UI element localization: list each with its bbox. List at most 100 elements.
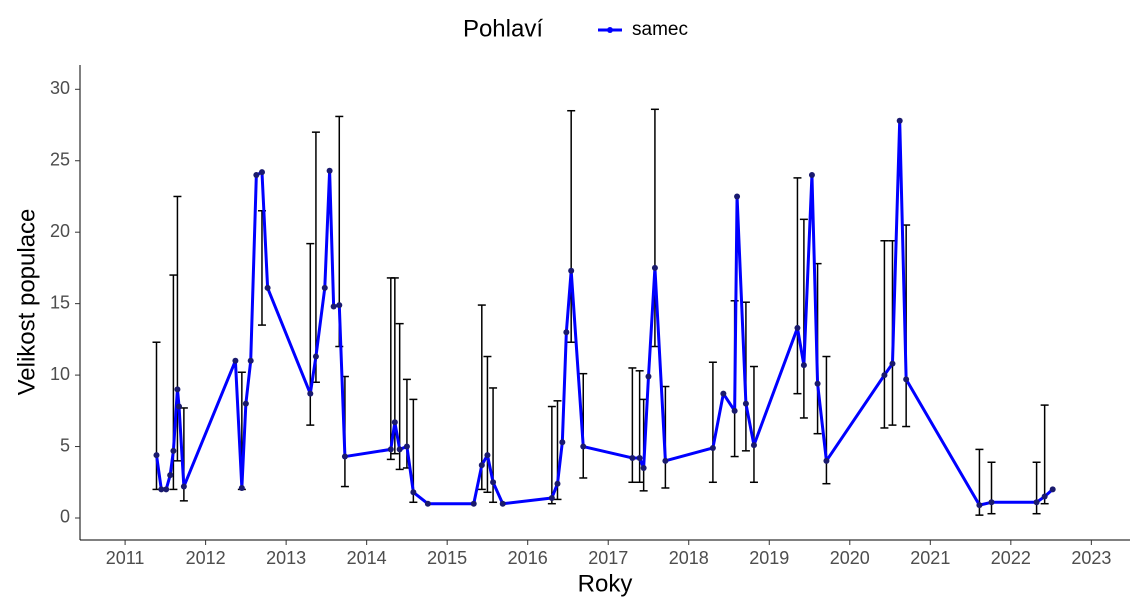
point [158, 486, 165, 493]
point [889, 360, 896, 367]
point [490, 479, 497, 486]
y-tick-label: 25 [50, 149, 70, 169]
point [470, 500, 477, 507]
point [264, 284, 271, 291]
error-bar [987, 461, 996, 515]
point [163, 486, 170, 493]
error-bar [483, 355, 492, 494]
point [1033, 499, 1040, 506]
error-bar [793, 177, 802, 395]
series-line [155, 119, 1054, 507]
point [326, 167, 333, 174]
point [734, 193, 741, 200]
point [750, 442, 757, 449]
point [478, 462, 485, 469]
error-bar [799, 218, 808, 419]
point [396, 446, 403, 453]
x-tick-label: 2012 [186, 548, 226, 568]
x-tick-label: 2018 [669, 548, 709, 568]
error-bar [1032, 461, 1041, 515]
point [662, 457, 669, 464]
error-bar [477, 304, 486, 491]
point [976, 502, 983, 509]
point [823, 457, 830, 464]
point [242, 400, 249, 407]
point [174, 386, 181, 393]
point [559, 439, 566, 446]
point [247, 357, 254, 364]
point [180, 483, 187, 490]
point [258, 169, 265, 176]
y-tick-label: 0 [60, 507, 70, 527]
error-bar [173, 195, 182, 462]
point [321, 284, 328, 291]
x-tick-label: 2022 [991, 548, 1031, 568]
point [499, 500, 506, 507]
point [387, 446, 394, 453]
legend-title: Pohlaví [463, 15, 543, 42]
point [651, 264, 658, 271]
point [731, 407, 738, 414]
y-axis-title: Velikost populace [13, 209, 40, 396]
point [800, 362, 807, 369]
point [391, 419, 398, 426]
x-tick-label: 2015 [427, 548, 467, 568]
legend-label: samec [632, 19, 688, 40]
point [636, 454, 643, 461]
point [808, 172, 815, 179]
point [307, 390, 314, 397]
x-tick-label: 2014 [347, 548, 387, 568]
point [170, 447, 177, 454]
y-tick-label: 20 [50, 221, 70, 241]
point [629, 454, 636, 461]
error-bar [708, 361, 717, 484]
x-axis-title: Roky [578, 570, 633, 597]
error-bar [567, 109, 576, 343]
point [709, 444, 716, 451]
point [563, 329, 570, 336]
point [312, 353, 319, 360]
point [153, 452, 160, 459]
point [176, 403, 183, 410]
point [640, 464, 647, 471]
x-tick-label: 2021 [910, 548, 950, 568]
point [336, 302, 343, 309]
point [167, 472, 174, 479]
point [814, 380, 821, 387]
point [903, 376, 910, 383]
point [645, 373, 652, 380]
point [484, 452, 491, 459]
point [403, 443, 410, 450]
point [253, 172, 260, 179]
point [232, 357, 239, 364]
error-bar [650, 108, 659, 348]
point [1041, 493, 1048, 500]
point [554, 480, 561, 487]
point [896, 117, 903, 124]
legend-marker [607, 27, 613, 33]
point [742, 400, 749, 407]
point [568, 267, 575, 274]
point [341, 453, 348, 460]
point [720, 390, 727, 397]
point [410, 489, 417, 496]
error-bar [628, 367, 637, 484]
y-tick-label: 5 [60, 435, 70, 455]
error-bar [547, 405, 556, 505]
error-bar [880, 240, 889, 429]
point [548, 494, 555, 501]
point [1049, 486, 1056, 493]
x-tick-label: 2020 [830, 548, 870, 568]
point [238, 484, 245, 491]
error-bar [749, 365, 758, 484]
x-tick-label: 2011 [106, 548, 145, 568]
x-tick-label: 2017 [588, 548, 628, 568]
y-tick-label: 15 [50, 292, 70, 312]
point [424, 500, 431, 507]
point [794, 324, 801, 331]
error-bar [822, 355, 831, 485]
point [881, 372, 888, 379]
x-tick-label: 2019 [749, 548, 789, 568]
point [330, 303, 337, 310]
x-tick-label: 2016 [508, 548, 548, 568]
